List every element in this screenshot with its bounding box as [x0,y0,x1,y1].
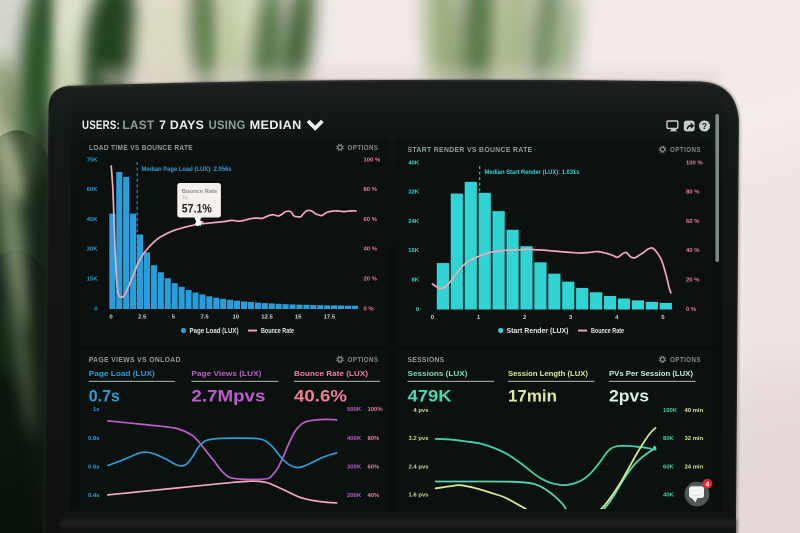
svg-text:0 %: 0 % [686,307,697,313]
svg-text:?: ? [702,121,707,131]
svg-text:4 pvs: 4 pvs [413,408,429,414]
svg-text:30K: 30K [87,247,99,253]
svg-text:SESSIONS: SESSIONS [408,355,445,364]
svg-text:40 min: 40 min [685,408,704,414]
svg-text:OPTIONS: OPTIONS [670,357,701,364]
svg-text:OPTIONS: OPTIONS [670,147,701,154]
svg-text:Start Render (LUX): Start Render (LUX) [507,326,569,335]
svg-text:80%: 80% [368,436,381,442]
svg-text:0: 0 [94,306,98,312]
svg-text:2.7Mpvs: 2.7Mpvs [191,388,265,406]
svg-text:Page Load (LUX): Page Load (LUX) [89,369,156,378]
svg-text:0: 0 [416,307,420,313]
svg-text:80 %: 80 % [686,190,700,196]
svg-text:80K: 80K [663,436,675,442]
svg-text:479K: 479K [408,388,452,406]
svg-text:Bounce Rate: Bounce Rate [182,189,218,195]
svg-text:40 %: 40 % [686,248,700,254]
svg-text:Median Page Load (LUX): 2.056s: Median Page Load (LUX): 2.056s [142,166,232,173]
svg-text:24 min: 24 min [685,464,704,470]
svg-text:2.5: 2.5 [138,315,147,321]
svg-text:4: 4 [705,481,709,488]
svg-text:0: 0 [431,315,435,321]
svg-text:15: 15 [295,315,302,321]
svg-text:40K: 40K [663,493,675,499]
svg-text:1: 1 [477,315,481,321]
svg-text:0.8s: 0.8s [88,436,100,442]
svg-text:PAGE VIEWS VS ONLOAD: PAGE VIEWS VS ONLOAD [89,355,181,364]
svg-text:2.4 pvs: 2.4 pvs [409,464,430,470]
svg-text:45K: 45K [87,217,99,223]
svg-text:7.5: 7.5 [200,315,209,321]
svg-text:12.5: 12.5 [261,315,273,321]
svg-text:Median Start Render (LUX): 1.0: Median Start Render (LUX): 1.031s [485,169,580,176]
svg-text:Bounce Rate: Bounce Rate [261,326,294,335]
svg-text:START RENDER VS BOUNCE RATE: START RENDER VS BOUNCE RATE [408,145,533,154]
svg-text:LOAD TIME VS BOUNCE RATE: LOAD TIME VS BOUNCE RATE [89,143,193,152]
svg-text:0.6s: 0.6s [88,465,100,471]
svg-text:3: 3 [569,315,573,321]
svg-text:16K: 16K [408,248,420,254]
svg-text:60 %: 60 % [364,217,378,223]
svg-text:17min: 17min [508,388,557,406]
svg-text:PVs Per Session (LUX): PVs Per Session (LUX) [609,369,694,378]
svg-text:5: 5 [661,315,665,321]
svg-text:100 %: 100 % [686,160,703,166]
svg-text:Page Load (LUX): Page Load (LUX) [190,326,239,335]
svg-text:60K: 60K [87,187,99,193]
svg-text:100 %: 100 % [364,157,381,163]
svg-text:Bounce Rate: Bounce Rate [591,326,624,335]
svg-text:OPTIONS: OPTIONS [348,357,379,364]
svg-text:400K: 400K [347,436,362,442]
svg-text:20 %: 20 % [686,278,700,284]
svg-text:40.6%: 40.6% [294,388,347,406]
svg-text:3.2 pvs: 3.2 pvs [409,436,430,442]
svg-text:60K: 60K [663,464,675,470]
svg-text:Session Length (LUX): Session Length (LUX) [508,369,589,378]
svg-text:20 %: 20 % [364,277,378,283]
svg-text:4: 4 [615,315,619,321]
svg-text:8K: 8K [411,278,419,284]
svg-text:100%: 100% [368,407,384,413]
svg-text:0.7s: 0.7s [89,388,120,406]
svg-text:300K: 300K [347,465,362,471]
svg-text:100K: 100K [663,408,678,414]
svg-text:60%: 60% [368,465,381,471]
svg-text:60 %: 60 % [686,219,700,225]
svg-text:200K: 200K [347,493,362,499]
svg-text:0.4s: 0.4s [88,493,100,499]
svg-text:2pvs: 2pvs [609,388,649,406]
svg-text:0: 0 [109,315,113,321]
svg-text:Bounce Rate (LUX): Bounce Rate (LUX) [294,369,369,378]
svg-text:5: 5 [172,315,176,321]
svg-text:15K: 15K [87,277,99,283]
svg-text:1s: 1s [93,407,100,413]
svg-text:0 %: 0 % [364,306,375,312]
svg-text:32K: 32K [408,190,420,196]
svg-text:OPTIONS: OPTIONS [348,145,379,152]
svg-text:40K: 40K [408,160,420,166]
svg-text:24K: 24K [408,219,420,225]
svg-text:Sessions (LUX): Sessions (LUX) [408,369,469,378]
svg-text:Page Views (LUX): Page Views (LUX) [191,369,262,378]
svg-text:57.1%: 57.1% [182,202,212,216]
svg-text:75K: 75K [87,157,99,163]
svg-text:7s: 7s [182,195,188,201]
svg-text:40%: 40% [368,493,381,499]
svg-text:32 min: 32 min [685,436,704,442]
svg-text:17.5: 17.5 [324,315,336,321]
svg-text:500K: 500K [347,407,362,413]
svg-text:1.6 pvs: 1.6 pvs [409,493,430,499]
svg-text:40 %: 40 % [364,247,378,253]
svg-text:80 %: 80 % [364,187,378,193]
svg-text:2: 2 [523,315,527,321]
svg-text:10: 10 [233,315,240,321]
